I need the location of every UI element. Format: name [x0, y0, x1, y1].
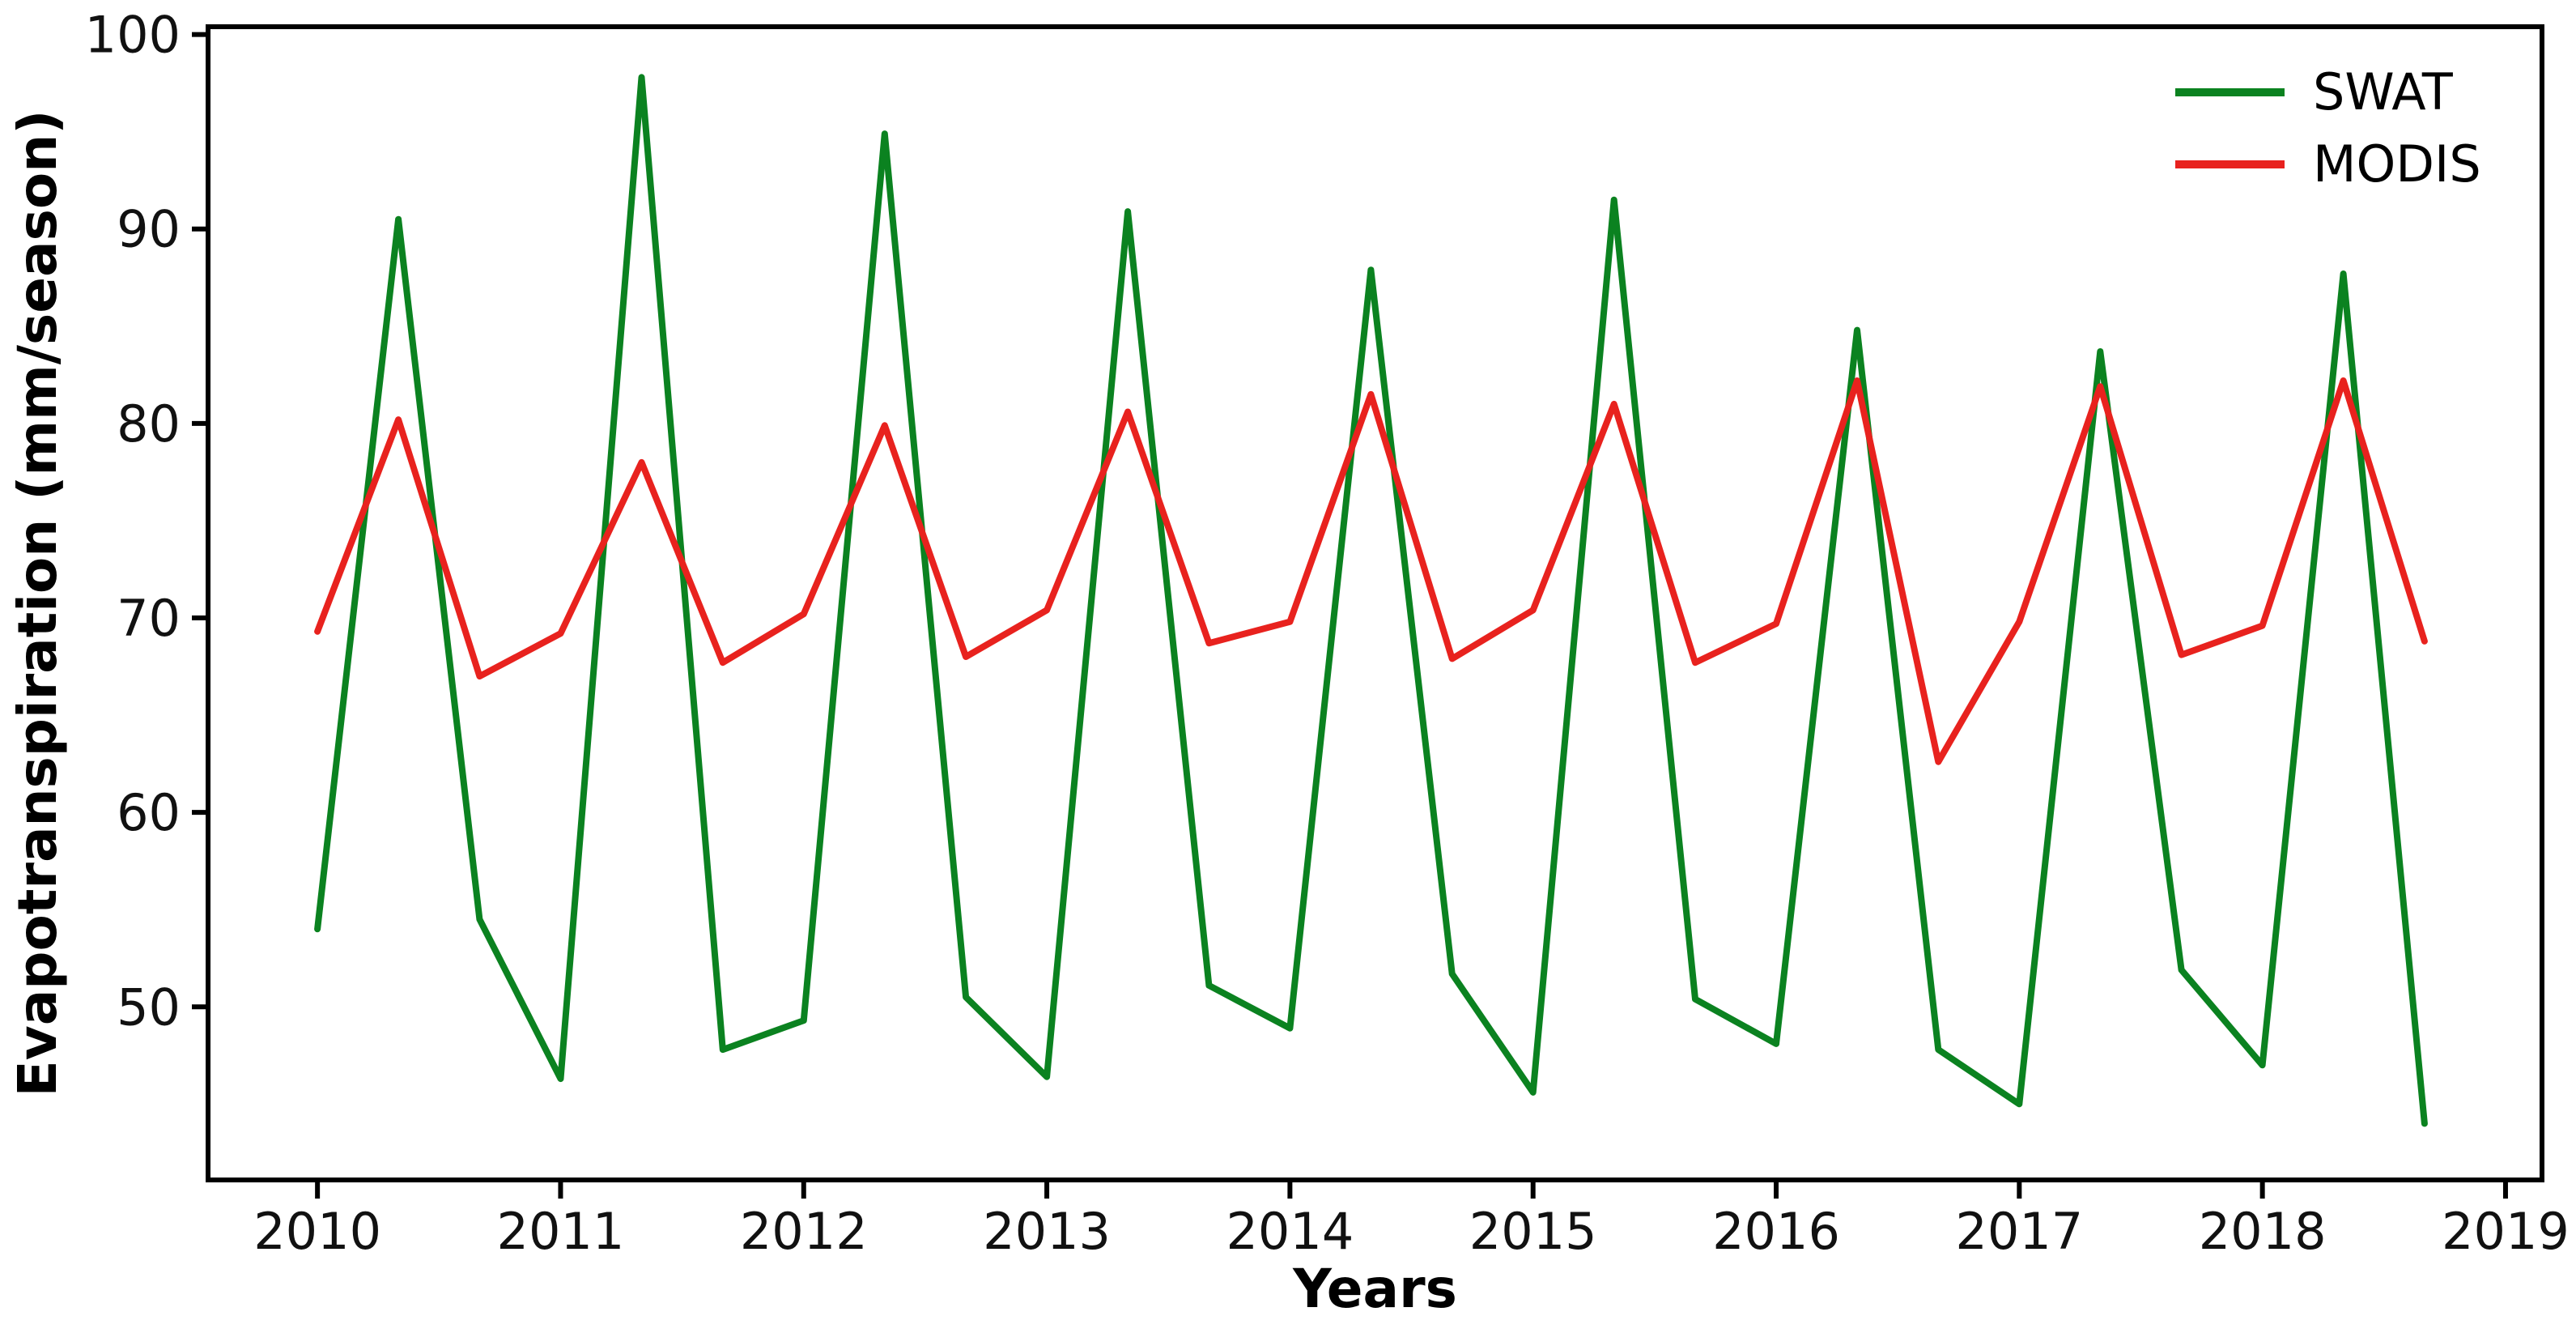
y-tick-label: 90 — [117, 200, 181, 259]
x-axis-label: Years — [1293, 1258, 1457, 1320]
x-tick-label: 2013 — [983, 1202, 1111, 1261]
y-tick-label: 60 — [117, 783, 181, 842]
modis-line — [314, 377, 2428, 765]
swat-line — [314, 74, 2428, 1127]
y-tick-label: 80 — [117, 394, 181, 454]
x-tick-label: 2011 — [497, 1202, 625, 1261]
x-tick-label: 2019 — [2442, 1202, 2570, 1261]
x-tick-label: 2012 — [740, 1202, 868, 1261]
legend-label-swat: SWAT — [2313, 62, 2453, 121]
x-tick-label: 2014 — [1226, 1202, 1354, 1261]
x-tick-label: 2015 — [1469, 1202, 1597, 1261]
y-tick-label: 50 — [117, 977, 181, 1037]
legend-label-modis: MODIS — [2313, 134, 2481, 194]
x-tick-label: 2018 — [2199, 1202, 2327, 1261]
y-tick-label: 70 — [117, 589, 181, 648]
y-axis-label: Evapotranspiration (mm/season) — [6, 109, 69, 1097]
y-tick-label: 100 — [85, 6, 181, 65]
plot-frame — [206, 24, 2544, 1182]
x-tick-label: 2017 — [1955, 1202, 2083, 1261]
x-tick-label: 2010 — [253, 1202, 381, 1261]
x-tick-label: 2016 — [1712, 1202, 1840, 1261]
